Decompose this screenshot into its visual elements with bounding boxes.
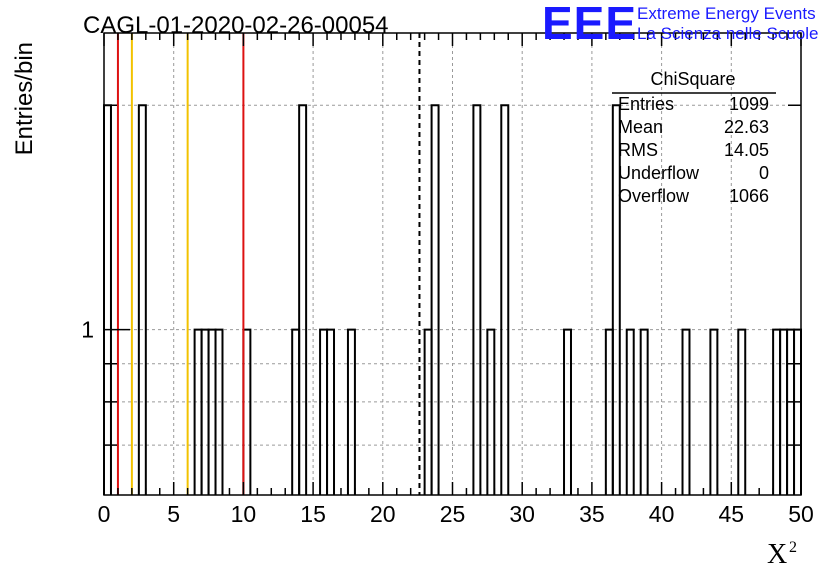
histogram-bar — [681, 328, 691, 495]
histogram-bar — [786, 328, 796, 495]
histogram-bar — [430, 104, 440, 495]
histogram-bar — [779, 328, 789, 495]
stats-value: 22.63 — [724, 117, 769, 137]
histogram-bar — [137, 104, 147, 495]
stats-label: Underflow — [618, 163, 700, 183]
stats-label: RMS — [618, 140, 658, 160]
x-axis-label: X — [767, 539, 787, 570]
x-tick-label: 10 — [231, 501, 257, 527]
x-tick-label: 50 — [788, 501, 814, 527]
stats-value: 0 — [759, 163, 769, 183]
stats-value: 1066 — [729, 186, 769, 206]
x-tick-label: 15 — [300, 501, 326, 527]
x-tick-label: 35 — [579, 501, 605, 527]
x-axis-label-superscript: 2 — [789, 539, 797, 556]
stats-label: Entries — [618, 94, 674, 114]
x-tick-label: 0 — [98, 501, 111, 527]
stats-box: ChiSquare Entries 1099 Mean 22.63 RMS 14.05 Un… — [612, 69, 776, 206]
histogram-bar — [326, 328, 336, 495]
x-tick-label: 20 — [370, 501, 396, 527]
stats-value: 14.05 — [724, 140, 769, 160]
histogram-bar — [486, 328, 496, 495]
histogram-bar — [563, 328, 572, 495]
stats-value: 1099 — [729, 94, 769, 114]
histogram-bar — [214, 328, 224, 495]
stats-title: ChiSquare — [650, 69, 735, 89]
histogram-bar — [709, 328, 719, 495]
histogram-bar — [346, 328, 356, 495]
x-tick-label: 5 — [167, 501, 180, 527]
stats-label: Overflow — [618, 186, 690, 206]
histogram-bar — [298, 104, 308, 495]
histogram-bar — [604, 328, 614, 495]
marker-lines — [116, 33, 421, 495]
y-tick-label: 1 — [81, 317, 94, 343]
histogram-bar — [472, 104, 482, 495]
histogram-bar — [193, 328, 203, 495]
histogram-bar — [611, 104, 621, 495]
histogram-bar — [291, 328, 301, 495]
histogram-bar — [772, 328, 782, 495]
histogram-bar — [793, 328, 802, 495]
y-axis-label: Entries/bin — [11, 42, 38, 155]
histogram-bar — [242, 328, 252, 495]
histogram-bar — [207, 328, 217, 495]
eee-logo: EEE Extreme Energy Events La Scienza nel… — [542, 0, 818, 49]
x-tick-label: 40 — [649, 501, 675, 527]
x-tick-label: 25 — [440, 501, 466, 527]
x-tick-label: 30 — [509, 501, 535, 527]
histogram-bar — [103, 104, 112, 495]
histogram-bar — [500, 104, 510, 495]
axis-ticks: 0 5 10 15 20 25 30 35 40 45 50 1 — [81, 33, 814, 527]
stats-label: Mean — [618, 117, 663, 137]
x-tick-label: 45 — [719, 501, 745, 527]
histogram-bar — [625, 328, 635, 495]
chart-title: CAGL-01-2020-02-26-00054 — [83, 12, 389, 39]
eee-logo-line2: La Scienza nelle Scuole — [637, 24, 818, 43]
eee-logo-line1: Extreme Energy Events — [637, 4, 816, 23]
eee-logo-mark: EEE — [542, 0, 637, 49]
histogram-bar — [423, 328, 433, 495]
histogram-bar — [639, 328, 649, 495]
histogram-bar — [200, 328, 210, 495]
histogram-bar — [737, 328, 747, 495]
histogram-bar — [319, 328, 329, 495]
